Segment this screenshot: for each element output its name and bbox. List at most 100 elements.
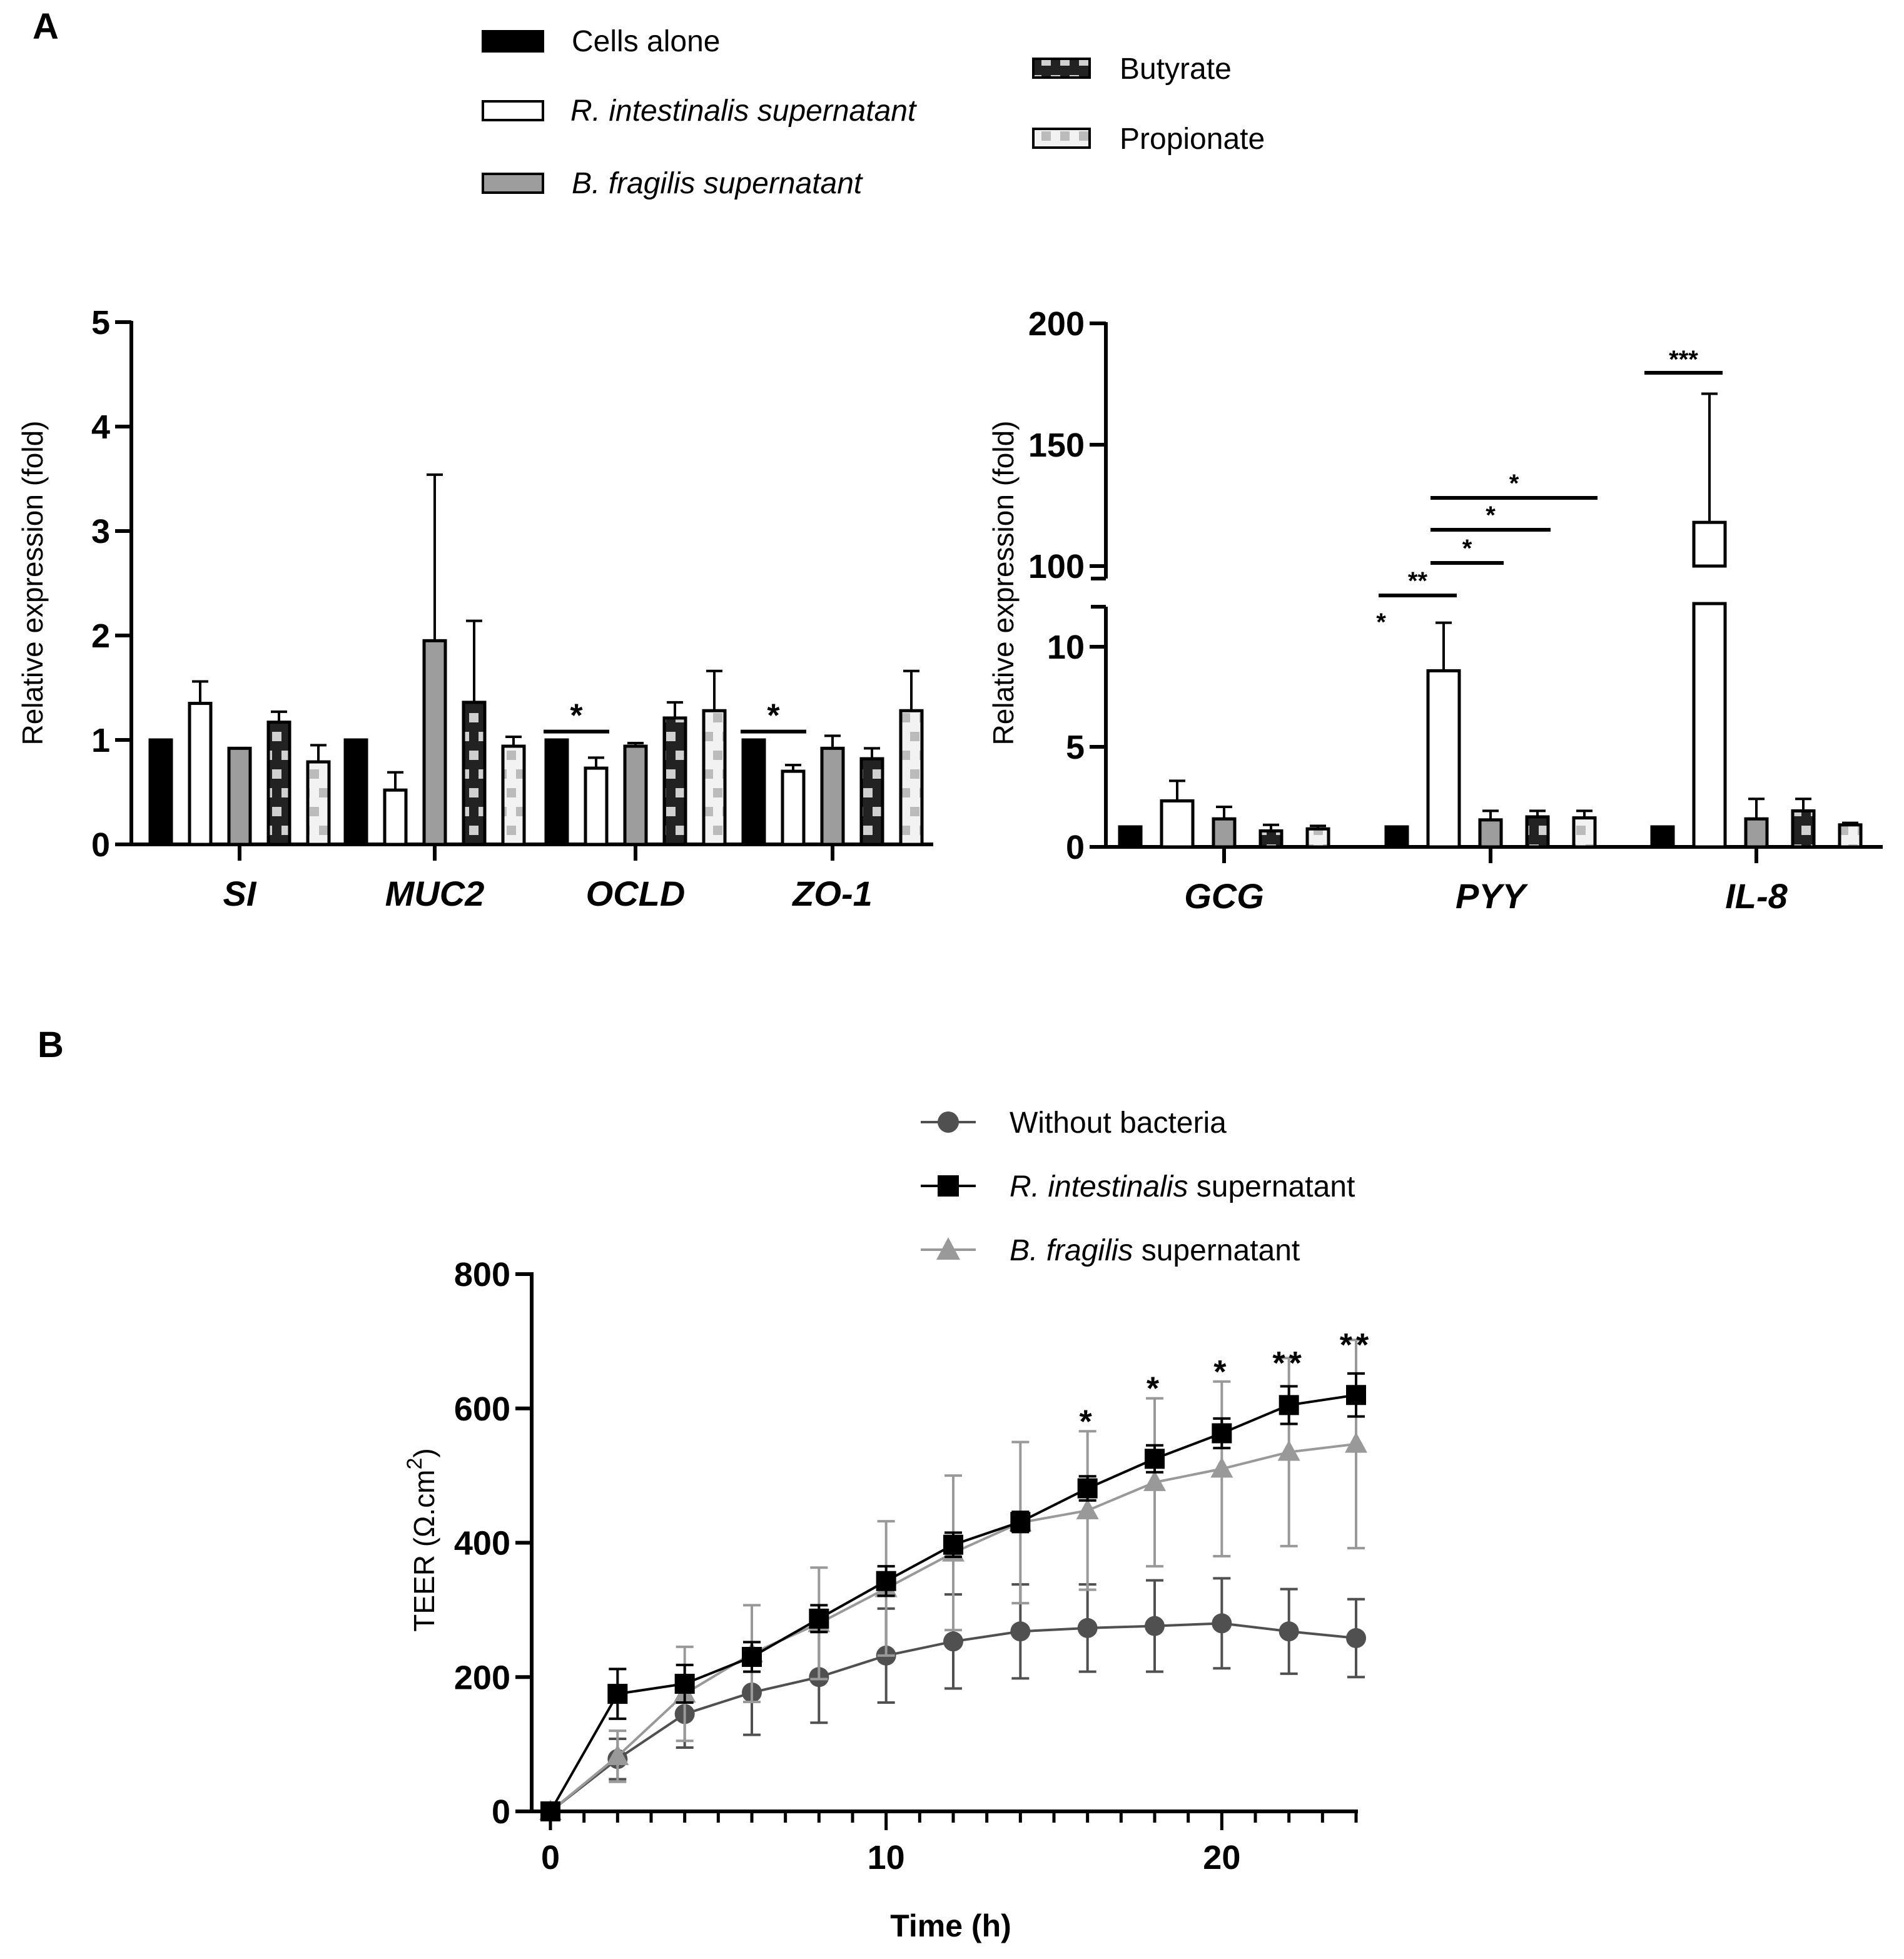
legend-a: Cells alone R. intestinalis supernatant … xyxy=(482,25,1265,200)
chart-b: TEER (Ω.cm2) Time (h) 0 200 400 600 800 0 10 20… xyxy=(403,1256,1372,1943)
category-label-muc2: MUC2 xyxy=(385,874,485,913)
data-point-b-fragilis xyxy=(1210,1457,1233,1478)
solid-black-swatch xyxy=(482,30,544,53)
data-point-b-fragilis xyxy=(1076,1498,1099,1519)
significance-label: * xyxy=(1509,470,1519,497)
triangle-marker-icon xyxy=(936,1237,960,1260)
category-label-pyy: PYY xyxy=(1456,876,1529,916)
grey-swatch xyxy=(482,173,544,194)
bar-cells-alone xyxy=(148,738,173,846)
bar-cells-alone xyxy=(1384,825,1409,849)
y-tick-label: 100 xyxy=(1028,548,1085,585)
bar-butyrate xyxy=(266,721,291,846)
significance-label: * xyxy=(1213,1354,1230,1390)
legend-label-r-intestinalis: R. intestinalis supernatant xyxy=(570,94,917,128)
data-point-without-bacteria xyxy=(1346,1627,1366,1648)
significance-label: * xyxy=(570,698,583,734)
significance-label: * xyxy=(1376,609,1386,636)
bar-r-intestinalis xyxy=(188,702,213,846)
significance-label: * xyxy=(767,698,780,734)
bar-butyrate xyxy=(1791,809,1816,849)
y-tick-label: 0 xyxy=(492,1793,510,1831)
y-tick-label: 800 xyxy=(454,1256,510,1293)
data-point-r-intestinalis xyxy=(674,1673,695,1694)
data-point-without-bacteria xyxy=(1010,1621,1031,1642)
y-tick-label: 5 xyxy=(91,304,110,342)
bar-cells-alone xyxy=(1650,825,1675,849)
data-point-r-intestinalis xyxy=(1279,1395,1299,1415)
bar-propionate xyxy=(501,744,526,846)
y-tick-label: 0 xyxy=(91,826,110,864)
data-point-r-intestinalis xyxy=(809,1608,829,1629)
bar-cells-alone xyxy=(544,738,569,846)
bar-r-intestinalis xyxy=(781,769,806,846)
data-point-r-intestinalis xyxy=(1145,1449,1165,1469)
y-tick-label: 600 xyxy=(454,1390,510,1428)
circle-marker-icon xyxy=(938,1111,959,1133)
data-point-without-bacteria xyxy=(1077,1617,1098,1638)
y-tick-label: 150 xyxy=(1028,427,1085,464)
legend-b: Without bacteria R. intestinalis superna… xyxy=(921,1106,1355,1267)
category-label-ocld: OCLD xyxy=(586,874,686,913)
legend-label-b-fragilis: B. fragilis supernatant xyxy=(572,167,863,200)
bar-propionate xyxy=(1305,827,1330,849)
y-tick-label: 0 xyxy=(1066,829,1085,866)
chart-a-right: Relative expression (fold) 0 5 10 100 150 200… xyxy=(987,305,1883,916)
x-tick-label: 10 xyxy=(868,1839,905,1876)
x-axis-label-b: Time (h) xyxy=(890,1908,1011,1943)
square-marker-icon xyxy=(938,1175,959,1197)
data-point-without-bacteria xyxy=(1212,1613,1232,1634)
panel-label-a: A xyxy=(33,6,59,47)
significance-label: ** xyxy=(1408,567,1428,595)
bar-propionate xyxy=(1572,816,1597,849)
data-point-r-intestinalis xyxy=(1346,1385,1366,1405)
bar-butyrate xyxy=(462,701,487,846)
bar-b-fragilis xyxy=(422,639,447,846)
bar-butyrate xyxy=(859,757,884,846)
data-point-without-bacteria xyxy=(943,1631,963,1652)
y-tick-label: 200 xyxy=(454,1659,510,1696)
bar-propionate xyxy=(899,709,924,846)
y-tick-label: 2 xyxy=(91,617,110,655)
data-point-r-intestinalis xyxy=(1010,1512,1031,1532)
data-point-without-bacteria xyxy=(1279,1621,1299,1642)
bar-r-intestinalis-upper xyxy=(1692,520,1727,568)
data-point-r-intestinalis xyxy=(607,1684,628,1704)
bar-butyrate xyxy=(1258,829,1284,849)
bar-r-intestinalis xyxy=(1426,669,1461,849)
panel-label-b: B xyxy=(38,1025,64,1065)
dark-checker-swatch xyxy=(1032,58,1091,79)
significance-label: ** xyxy=(1272,1345,1305,1382)
significance-label: * xyxy=(1147,1371,1163,1407)
bar-r-intestinalis-lower xyxy=(1692,602,1727,849)
legend-label-butyrate: Butyrate xyxy=(1120,53,1232,86)
bar-cells-alone xyxy=(741,738,766,846)
y-tick-label: 1 xyxy=(91,722,110,759)
data-point-b-fragilis xyxy=(1277,1440,1300,1461)
bar-b-fragilis xyxy=(1212,817,1237,849)
bar-butyrate xyxy=(1525,815,1550,849)
y-tick-label: 400 xyxy=(454,1525,510,1562)
significance-label: ** xyxy=(1340,1327,1372,1364)
bar-r-intestinalis xyxy=(1160,799,1195,849)
legend-label-without: Without bacteria xyxy=(1010,1106,1227,1140)
bar-r-intestinalis xyxy=(383,788,408,846)
data-point-r-intestinalis xyxy=(742,1647,762,1668)
x-tick-label: 0 xyxy=(541,1839,560,1876)
bar-cells-alone xyxy=(343,738,368,846)
data-point-b-fragilis xyxy=(1345,1432,1367,1453)
data-point-r-intestinalis xyxy=(876,1571,896,1591)
bar-propionate xyxy=(306,760,331,846)
bar-b-fragilis xyxy=(227,746,252,846)
data-point-r-intestinalis xyxy=(1212,1423,1232,1444)
legend-label-r-int: R. intestinalis supernatant xyxy=(1010,1170,1355,1203)
category-label-si: SI xyxy=(223,874,257,913)
bar-cells-alone xyxy=(1118,825,1143,849)
bar-b-fragilis xyxy=(1478,818,1503,849)
bar-propionate xyxy=(702,709,727,846)
y-tick-label: 10 xyxy=(1047,629,1085,666)
significance-label: *** xyxy=(1669,346,1698,373)
data-point-without-bacteria xyxy=(1145,1616,1165,1636)
bar-r-intestinalis xyxy=(584,766,609,846)
